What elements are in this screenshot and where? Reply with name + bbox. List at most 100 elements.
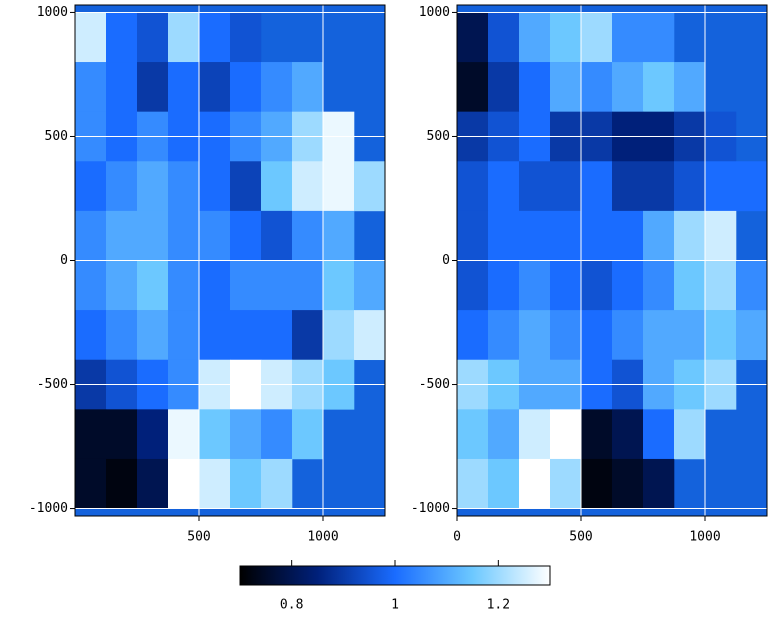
heat-cell — [488, 458, 520, 509]
heat-cell — [323, 210, 355, 261]
heat-cell — [488, 62, 520, 112]
heat-cell — [488, 409, 520, 460]
heat-cell — [230, 409, 262, 460]
y-tick-label: -1000 — [29, 501, 68, 516]
heat-cell — [137, 161, 169, 212]
y-tick-label: 1000 — [419, 5, 450, 20]
heat-cell — [106, 310, 138, 361]
heat-cell — [323, 161, 355, 212]
plot-frame — [74, 4, 386, 517]
heat-cell — [199, 210, 231, 261]
heat-cell — [674, 409, 706, 460]
heat-cell — [457, 12, 489, 63]
heat-cell — [550, 458, 582, 509]
heat-cell — [612, 161, 644, 212]
heat-cell — [457, 62, 489, 112]
colorbar-tick-label: 1.2 — [487, 598, 510, 613]
heat-cell — [643, 458, 675, 509]
heat-cell — [519, 161, 551, 212]
y-tick-label: 500 — [427, 129, 450, 144]
heat-cell — [168, 12, 200, 63]
heat-cell — [457, 310, 489, 361]
heat-cell — [581, 12, 613, 63]
x-tick-label: 500 — [569, 530, 592, 545]
heat-cell — [230, 310, 262, 361]
heat-cell — [643, 260, 675, 311]
heat-cell — [323, 310, 355, 361]
heat-cell — [612, 458, 644, 509]
heat-cell — [199, 409, 231, 460]
heat-cell — [261, 62, 293, 112]
y-tick-label: 0 — [442, 253, 450, 268]
heat-cell — [519, 260, 551, 311]
heat-cell — [292, 161, 324, 212]
heat-cell — [106, 260, 138, 311]
heat-cell — [261, 310, 293, 361]
heat-cell — [137, 12, 169, 63]
heat-cell — [457, 260, 489, 311]
y-tick-label: 0 — [60, 253, 68, 268]
heat-cell — [230, 260, 262, 311]
heat-cell — [674, 62, 706, 112]
heat-cell — [137, 310, 169, 361]
heat-cell — [488, 260, 520, 311]
heat-cell — [137, 260, 169, 311]
colorbar — [239, 565, 551, 586]
heat-cell — [612, 12, 644, 63]
heat-cell — [75, 260, 107, 311]
heat-cell — [643, 161, 675, 212]
heat-cell — [550, 260, 582, 311]
heat-cell — [488, 161, 520, 212]
heat-cell — [736, 260, 768, 311]
heat-cell — [75, 310, 107, 361]
heat-cell — [137, 409, 169, 460]
heat-cell — [137, 62, 169, 112]
heat-cell — [199, 161, 231, 212]
heat-cell — [736, 161, 768, 212]
heat-cell — [106, 161, 138, 212]
heat-cell — [705, 260, 737, 311]
heat-cell — [292, 62, 324, 112]
heat-cell — [643, 409, 675, 460]
heat-cell — [199, 310, 231, 361]
heat-cell — [519, 310, 551, 361]
heat-cell — [581, 210, 613, 261]
heat-cell — [106, 12, 138, 63]
heat-cell — [261, 458, 293, 509]
heat-cell — [230, 210, 262, 261]
heat-cell — [230, 12, 262, 63]
heat-cell — [261, 409, 293, 460]
heat-cell — [261, 260, 293, 311]
heat-cell — [519, 458, 551, 509]
heat-cell — [199, 458, 231, 509]
heat-cell — [550, 409, 582, 460]
heat-cell — [168, 260, 200, 311]
heat-cell — [550, 210, 582, 261]
plot-frame — [456, 4, 768, 517]
heat-cell — [168, 458, 200, 509]
heat-cell — [612, 210, 644, 261]
heat-cell — [705, 210, 737, 261]
heat-cell — [292, 260, 324, 311]
heat-cell — [354, 260, 386, 311]
colorbar-tick-label: 0.8 — [280, 598, 303, 613]
y-tick-label: 1000 — [37, 5, 68, 20]
heat-cell — [137, 210, 169, 261]
heat-cell — [168, 62, 200, 112]
heat-cell — [488, 310, 520, 361]
heat-cell — [581, 161, 613, 212]
heat-cell — [168, 161, 200, 212]
heat-cell — [292, 310, 324, 361]
heat-cell — [106, 62, 138, 112]
heat-cell — [550, 62, 582, 112]
heat-cell — [457, 409, 489, 460]
heat-cell — [457, 210, 489, 261]
heat-cell — [354, 161, 386, 212]
heat-cell — [519, 210, 551, 261]
heat-cell — [550, 161, 582, 212]
heat-cell — [550, 310, 582, 361]
heat-cell — [261, 210, 293, 261]
heat-cell — [106, 210, 138, 261]
heat-cell — [519, 409, 551, 460]
heat-cell — [736, 310, 768, 361]
